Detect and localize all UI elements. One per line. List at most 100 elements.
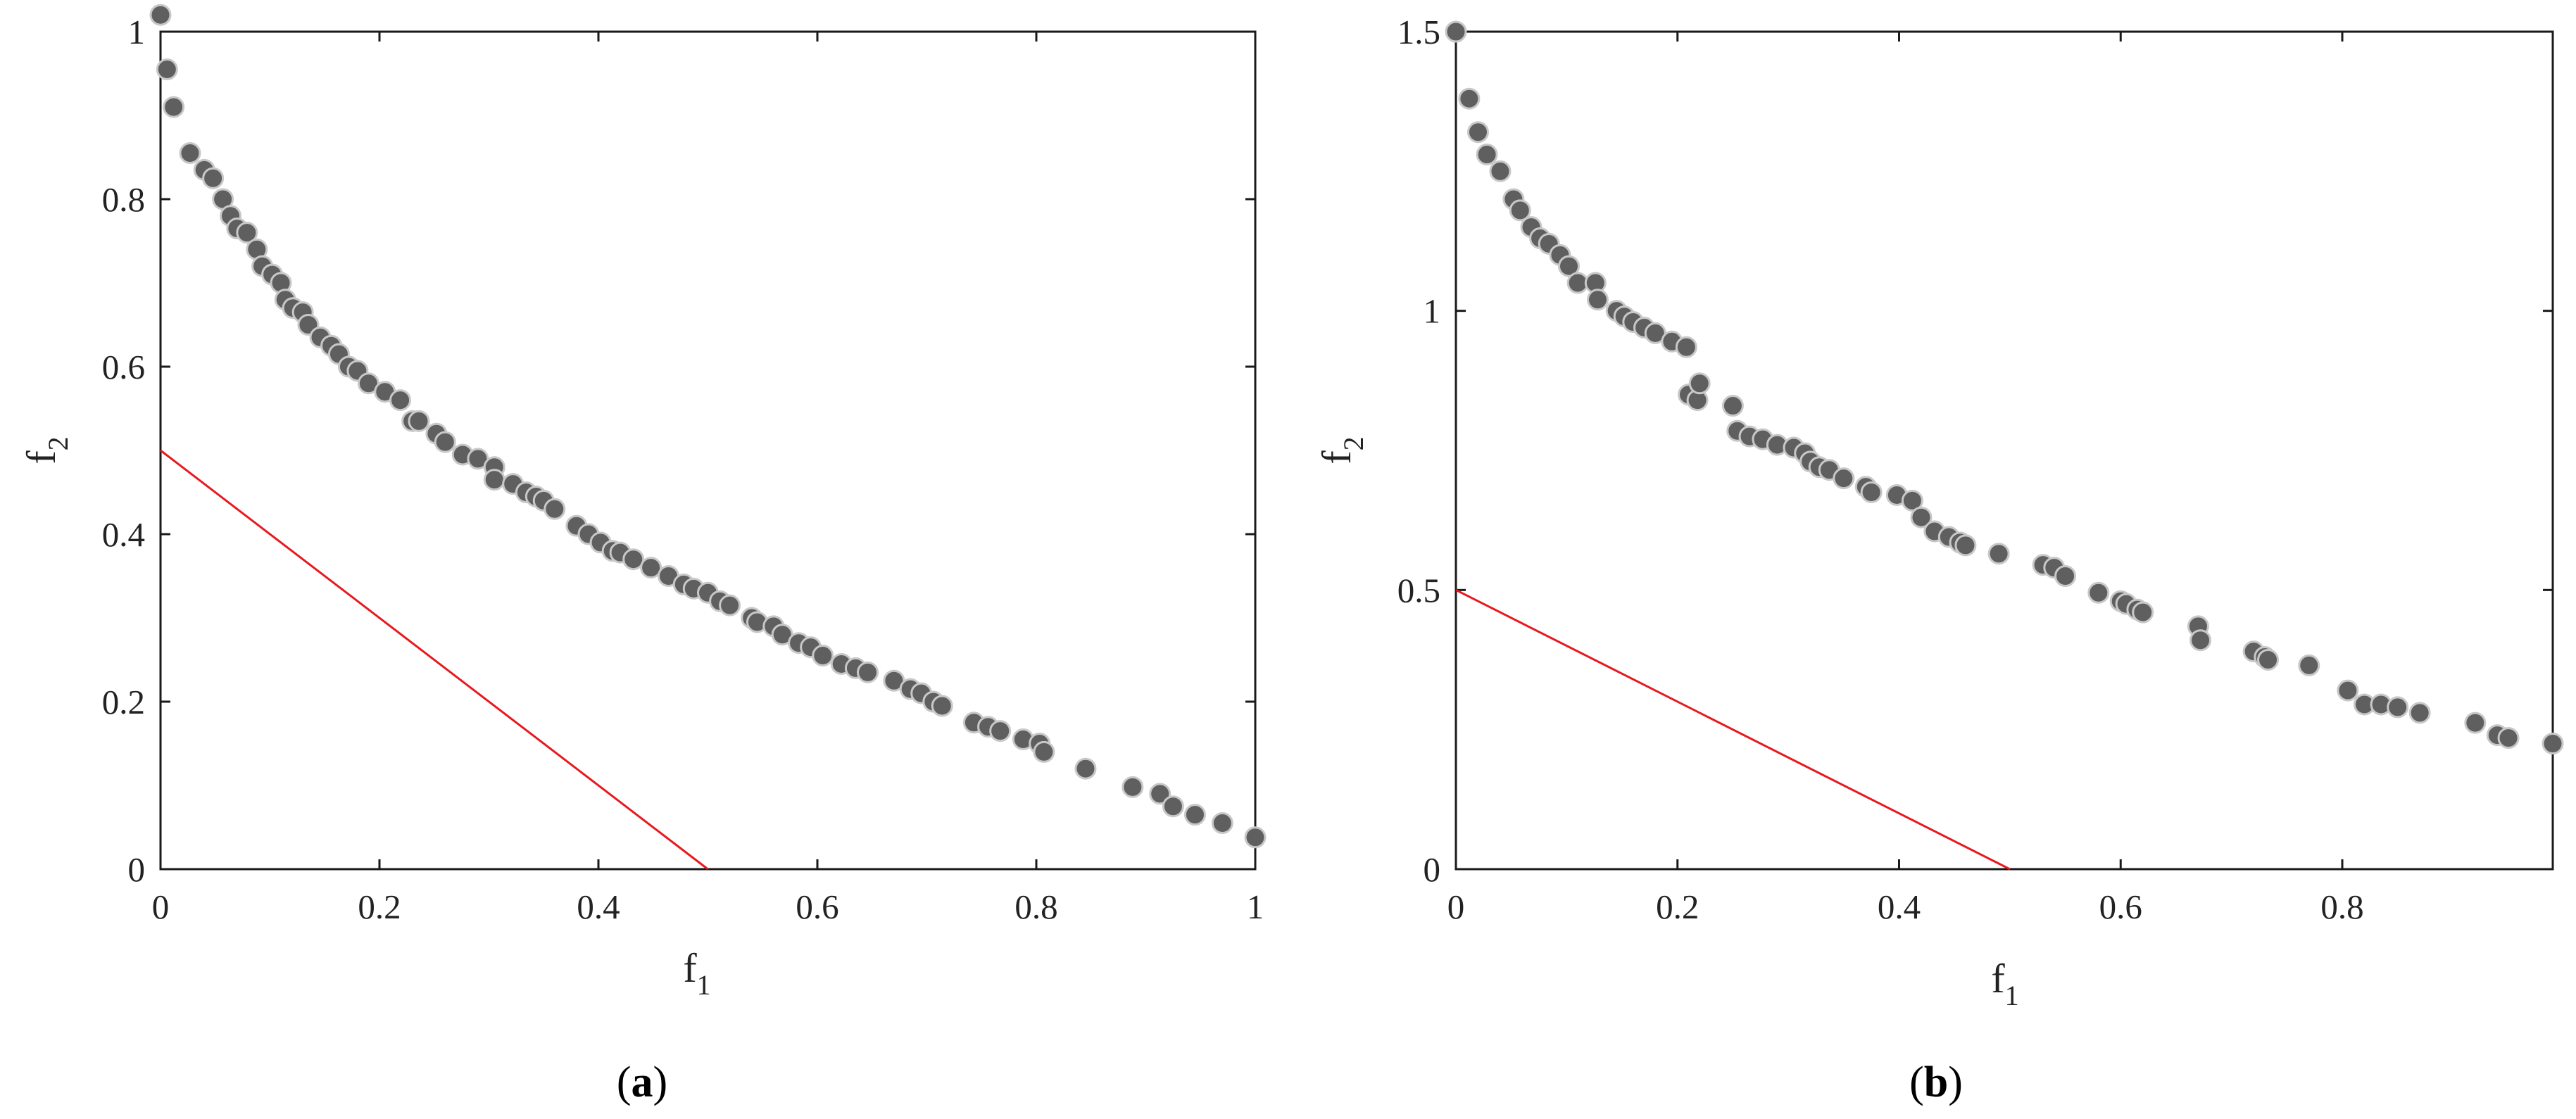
data-point [2497,727,2520,750]
y-axis-label: f2 [1314,436,1369,464]
caption-open: ( [1909,1058,1924,1106]
data-point [812,645,834,667]
reference-line [1455,588,2011,871]
data-point [1833,467,1855,490]
data-point [1183,804,1206,826]
y-tick-label: 0.8 [102,180,145,219]
data-point [1121,776,1144,798]
tick-labels: 0 0.2 0.4 0.6 0.8 0 0.5 1 1.5 [1397,13,2364,926]
caption-letter: a [632,1058,653,1106]
data-point [989,720,1012,742]
data-point [1558,255,1581,277]
data-point [1211,812,1233,835]
data-point [236,222,258,244]
data-point [163,96,185,118]
y-tick-label: 0.4 [102,515,145,554]
y-tick-label: 1 [1424,292,1441,331]
y-tick-label: 1 [128,13,146,51]
x-tick-label: 0 [152,887,170,926]
x-tick-label: 0.4 [577,887,620,926]
x-axis-label-subscript: 1 [697,969,711,1001]
data-point [1987,543,2010,565]
data-point [1901,489,1923,512]
data-point [931,695,953,717]
x-tick-label: 0.6 [2099,887,2142,926]
tick-marks [1455,30,2553,871]
data-point [1033,740,1055,763]
data-point [2132,601,2154,624]
x-tick-label: 0.2 [358,887,401,926]
data-point [2542,733,2564,754]
data-point [179,142,201,165]
reference-line [160,449,709,871]
data-point [640,557,662,579]
data-point [1149,783,1171,805]
data-point [156,58,178,81]
data-point [1586,289,1609,311]
x-axis-label-main: f [1991,956,2005,1001]
tick-labels: 0 0.2 0.4 0.6 0.8 1 0 0.2 0.4 0.6 0.8 1 [102,13,1264,926]
y-axis-label-subscript: 2 [1338,436,1369,450]
scatter-series [1445,20,2564,754]
data-point [857,661,879,683]
data-point [2464,712,2487,734]
plot-frame [159,30,1257,871]
data-point [1721,395,1744,417]
panel-caption: (a) [617,1058,667,1106]
x-tick-label: 0 [1447,887,1465,926]
data-point [1162,795,1184,818]
y-axis-label-main: f [18,450,64,464]
x-tick-label: 0.8 [2320,887,2363,926]
chart-panel-b: 0 0.2 0.4 0.6 0.800.511.5 f1 f2 (b) [1314,13,2564,1106]
y-axis-label-subscript: 2 [42,436,74,450]
data-point [2298,654,2320,676]
x-axis-label: f1 [683,945,710,1001]
y-tick-label: 0 [128,850,146,889]
data-point [719,594,741,617]
data-point [2087,581,2110,604]
data-point [1860,481,1883,503]
data-point [2257,649,2280,671]
data-point [1509,199,1531,222]
y-tick-label: 0.5 [1397,571,1440,609]
x-tick-label: 1 [1247,887,1264,926]
data-point [1954,534,1977,557]
data-point [2387,696,2409,719]
x-tick-label: 0.8 [1014,887,1057,926]
y-tick-label: 1.5 [1397,13,1440,51]
x-tick-label: 0.2 [1656,887,1699,926]
data-point [1675,336,1697,358]
data-point [1910,506,1933,529]
data-point [202,167,225,189]
data-point [434,431,456,453]
chart-panel-a: 0 0.2 0.4 0.6 0.8 100.20.40.60.81 f1 f2 (a) [18,4,1267,1106]
data-point [2408,702,2431,724]
data-point [2189,629,2212,652]
x-axis-label-subscript: 1 [2005,980,2019,1011]
data-point [1458,87,1481,110]
data-point [2337,679,2359,702]
data-point [544,498,566,520]
plot-frame [1455,30,2554,871]
data-point [2054,565,2077,587]
x-axis-label-main: f [683,945,697,991]
caption-close: ) [653,1058,668,1106]
x-tick-label: 0.6 [796,887,838,926]
data-point [1074,757,1097,780]
data-point [408,410,430,432]
tick-marks [159,30,1257,871]
data-point [1688,372,1711,395]
data-point [483,469,505,491]
data-point [1244,826,1267,849]
data-point [1466,121,1489,144]
data-point [149,4,172,26]
caption-letter: b [1924,1058,1948,1106]
data-point [1489,160,1512,182]
x-tick-label: 0.4 [1878,887,1921,926]
data-point [389,389,412,412]
y-tick-label: 0.6 [102,348,145,386]
panel-caption: (b) [1909,1058,1963,1106]
caption-close: ) [1948,1058,1963,1106]
y-tick-label: 0 [1424,850,1441,889]
